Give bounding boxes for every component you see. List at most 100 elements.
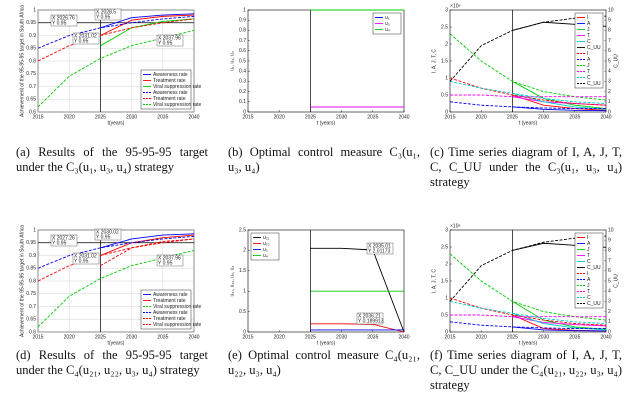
x-tick-label: 2040	[600, 334, 611, 340]
y2-tick-label: 2	[608, 89, 611, 95]
legend-label: J	[587, 27, 590, 33]
series-line	[512, 92, 607, 110]
y-tick-label: 0	[445, 109, 448, 115]
y-tick-label: 0.8	[29, 58, 36, 64]
panel-b: 2015 2020 2025 2030 2035 2040 0 0.1 0.2 0.3 0.4 0.5…	[229, 7, 409, 126]
data-tip-box	[72, 252, 100, 265]
data-tip: X 2035.01Y 2.01173	[366, 242, 394, 255]
x-tick-label: 2020	[476, 334, 487, 340]
y-tick-label: 2.5	[441, 244, 448, 250]
legend-label: Viral suppression rate	[153, 304, 201, 310]
data-tip-label: Y 0.95	[96, 234, 111, 240]
y-tick-label: 0.7	[239, 38, 246, 44]
y-tick-label: 2.5	[441, 24, 448, 30]
y-tick-label: 2	[445, 261, 448, 267]
x-tick-label: 2035	[157, 114, 168, 120]
y-axis-label: I, A, J, T, C	[431, 49, 437, 73]
legend-label: u₃	[263, 247, 268, 253]
series-line	[512, 316, 607, 327]
data-tip: X 2037.96Y 0.95	[156, 34, 184, 46]
y-tick-label: 2.5	[239, 227, 246, 233]
legend-label: C	[587, 295, 591, 301]
legend-label: T	[587, 253, 590, 259]
x-axis-label: t (years)	[519, 340, 538, 346]
series-line	[449, 77, 607, 106]
legend-label: C_UU	[587, 265, 601, 271]
data-tip: X 2026.76Y 0.95	[50, 14, 78, 26]
x-tick-label: 2015	[242, 334, 253, 340]
legend-label: Viral suppression rate	[153, 84, 201, 90]
y2-tick-label: 0	[608, 329, 611, 335]
y-scale-label: ×10⁶	[450, 3, 461, 9]
series-line	[37, 15, 195, 49]
y2-axis-label: C_UU	[613, 54, 619, 68]
panel-c: 2015 2020 2025 2030 2035 204000.511.522.53012…	[431, 3, 619, 126]
series-line	[449, 321, 606, 330]
y-tick-label: 0.6	[29, 109, 36, 115]
series-line	[100, 18, 195, 47]
x-tick-label: 2035	[569, 114, 580, 120]
y-tick-label: 0.75	[26, 71, 36, 77]
y-tick-label: 2	[243, 248, 246, 254]
series-line	[100, 233, 195, 249]
y-tick-label: 2	[445, 41, 448, 47]
x-tick-label: 2035	[367, 114, 378, 120]
y-tick-label: 1	[243, 289, 246, 295]
data-tip-label: X 2036.21	[358, 313, 381, 319]
data-tip-box	[366, 242, 394, 255]
legend-label: J	[587, 63, 590, 69]
data-tip: X 2031.02Y 0.95	[72, 32, 100, 44]
y2-tick-label: 6	[608, 268, 611, 274]
x-tick-label: 2035	[367, 334, 378, 340]
panel-e: 2015 2020 2025 2030 2035 2040 0 0.5 1 1.5 2 2.5 t (y…	[229, 227, 409, 346]
legend-label: C	[587, 75, 591, 81]
data-tip-box	[94, 8, 122, 21]
legend-label: u₂₂	[263, 241, 270, 247]
y-tick-label: 0.85	[26, 46, 36, 52]
y2-tick-label: 9	[608, 18, 611, 24]
y2-tick-label: 8	[608, 248, 611, 254]
series-line	[37, 18, 195, 62]
y-axis-label: u₂₁, u₂₂, u₃, u₄	[229, 265, 235, 296]
series-line	[449, 253, 607, 321]
y2-tick-label: 9	[608, 238, 611, 244]
y-tick-label: 0.8	[29, 278, 36, 284]
x-tick-label: 2025	[305, 114, 316, 120]
data-tip-label: X 2026.76	[52, 15, 75, 21]
y2-axis-label: C_UU	[613, 274, 619, 288]
x-tick-label: 2040	[188, 114, 199, 120]
y-tick-label: 3	[445, 227, 448, 233]
y-tick-label: 0.65	[26, 97, 36, 103]
series-line	[37, 235, 195, 269]
legend-box	[574, 12, 604, 89]
x-tick-label: 2015	[32, 334, 43, 340]
legend-label: Viral suppression rate	[153, 102, 201, 108]
legend-label: Awareness rate	[153, 90, 188, 96]
x-tick-label: 2035	[157, 334, 168, 340]
y-tick-label: 0.8	[239, 28, 246, 34]
x-tick-label: 2020	[64, 114, 75, 120]
series-line	[100, 238, 195, 267]
x-axis-label: t (years)	[317, 120, 336, 126]
y-axis-label: Achievement of the 95-95-95 target in So…	[19, 5, 25, 117]
data-tip-label: Y 0.95	[52, 20, 67, 26]
x-tick-label: 2020	[274, 334, 285, 340]
y-tick-label: 1	[33, 7, 36, 13]
data-tip-box	[156, 254, 184, 267]
series-line	[449, 101, 606, 110]
legend-label: C	[587, 39, 591, 45]
x-axis-label: t(years)	[108, 340, 125, 346]
data-tip-label: X 2031.02	[74, 33, 97, 39]
data-tip-label: Y 0.95	[74, 258, 89, 264]
y-tick-label: 0.65	[26, 317, 36, 323]
x-tick-label: 2035	[569, 334, 580, 340]
data-tip-label: Y 0.95	[74, 38, 89, 44]
y-tick-label: 1	[243, 7, 246, 13]
caption: (c) Time series diagram of I, A, J, T, C…	[430, 145, 622, 189]
x-tick-label: 2030	[126, 334, 137, 340]
series-line	[512, 94, 607, 111]
data-tip-label: Y 0.95	[96, 14, 111, 20]
